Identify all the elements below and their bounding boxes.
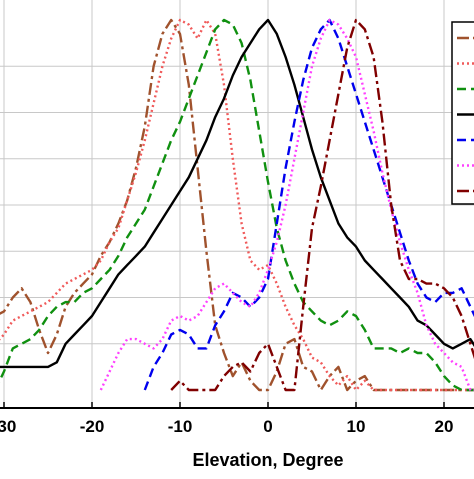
x-axis-title: Elevation, Degree xyxy=(192,450,343,470)
series-line-1 xyxy=(0,18,474,392)
series-line-2 xyxy=(0,18,474,392)
legend xyxy=(451,21,474,205)
series-layer xyxy=(0,18,474,392)
series-line-5 xyxy=(99,18,474,392)
grid xyxy=(0,0,474,408)
x-tick-label-3: 0 xyxy=(263,417,272,436)
series-line-3 xyxy=(0,18,474,369)
x-tick-label-2: -10 xyxy=(168,417,193,436)
x-tick-label-5: 20 xyxy=(435,417,454,436)
x-tick-label-4: 10 xyxy=(347,417,366,436)
plot-frame xyxy=(0,402,474,409)
x-tick-labels: -30 -20 -10 0 10 20 xyxy=(0,417,453,436)
series-line-6 xyxy=(170,18,474,392)
series-line-4 xyxy=(143,18,474,391)
x-tick-label-1: -20 xyxy=(80,417,105,436)
x-tick-label-0: -30 xyxy=(0,417,16,436)
legend-box xyxy=(451,21,474,205)
